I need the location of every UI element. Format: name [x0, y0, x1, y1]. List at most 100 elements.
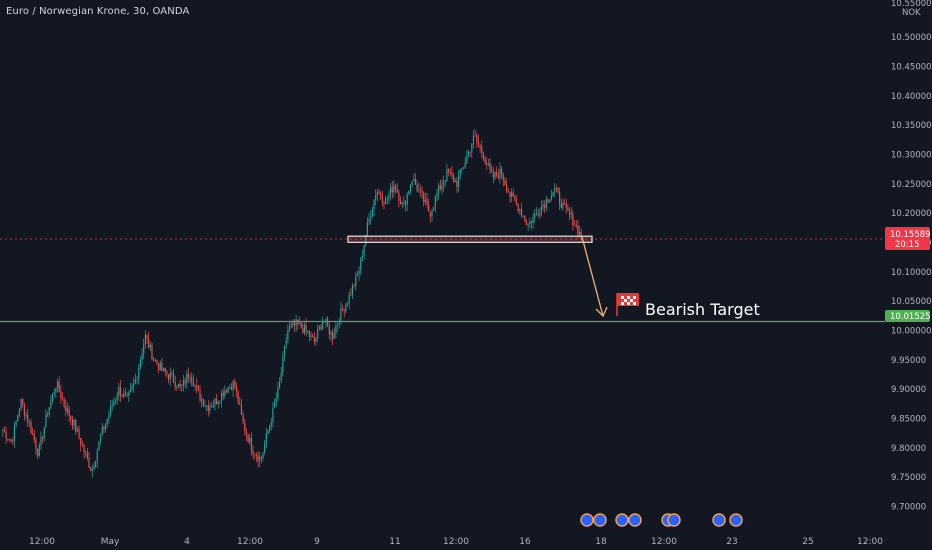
candle-down	[525, 221, 528, 226]
economic-event-icon[interactable]	[593, 513, 607, 527]
candle-down	[537, 213, 539, 216]
candle-up	[45, 414, 47, 428]
candle-up	[532, 216, 534, 224]
time-tick-label: 25	[802, 537, 813, 547]
economic-events-row[interactable]	[580, 513, 743, 527]
candle-up	[204, 405, 206, 407]
candle-down	[501, 168, 503, 176]
candle-up	[272, 407, 274, 423]
candle-up	[310, 335, 312, 337]
candle-up	[373, 199, 375, 210]
candle-up	[104, 423, 107, 430]
candle-up	[464, 162, 466, 168]
candle-up	[433, 207, 435, 211]
candle-down	[323, 321, 325, 323]
candle-up	[552, 192, 554, 196]
price-axis[interactable]: 10.55000 NOK 10.50000 10.45000 10.40000 10.…	[891, 0, 932, 512]
candle-up	[436, 193, 438, 197]
price-tick-label: 9.95000	[891, 356, 926, 366]
economic-event-icon[interactable]	[580, 513, 594, 527]
economic-event-icon[interactable]	[712, 513, 726, 527]
candle-up	[411, 180, 413, 185]
projection-arrow[interactable]	[581, 236, 608, 318]
candle-up	[212, 405, 214, 407]
candle-up	[519, 209, 521, 212]
candle-up	[549, 200, 551, 203]
candle-down	[564, 202, 566, 204]
candle-up	[298, 323, 301, 325]
candle-up	[144, 334, 146, 345]
candle-down	[247, 434, 249, 442]
candle-down	[293, 322, 296, 326]
current-price-value: 10.15589	[890, 230, 931, 240]
candle-down	[514, 196, 516, 201]
candle-up	[527, 224, 529, 226]
candle-up	[98, 441, 100, 451]
candle-up	[438, 185, 440, 194]
candle-down	[196, 385, 198, 387]
target-price-value: 10.01525	[890, 312, 931, 322]
candle-down	[260, 456, 262, 459]
candle-up	[340, 308, 342, 323]
candle-down	[58, 381, 60, 392]
candle-up	[229, 386, 231, 388]
candle-up	[333, 333, 335, 339]
candle-down	[332, 332, 334, 339]
candle-down	[161, 362, 163, 371]
candle-down	[391, 186, 393, 193]
candle-up	[472, 135, 475, 145]
candle-up	[267, 431, 269, 434]
candle-down	[398, 192, 400, 201]
candle-down	[250, 437, 252, 451]
candle-up	[535, 213, 538, 215]
candle-down	[8, 439, 11, 441]
candle-up	[224, 390, 226, 397]
candle-down	[484, 159, 486, 163]
economic-event-icon[interactable]	[628, 513, 642, 527]
candle-up	[274, 403, 276, 408]
candle-up	[106, 418, 108, 424]
candle-up	[278, 381, 281, 388]
candle-down	[254, 453, 256, 455]
candle-up	[277, 387, 279, 399]
candle-down	[452, 175, 455, 183]
candle-up	[499, 168, 501, 179]
candle-down	[520, 209, 523, 217]
support-zone-rectangle[interactable]	[347, 235, 593, 243]
candle-up	[454, 181, 456, 183]
candle-up	[550, 195, 552, 201]
candle-up	[177, 383, 180, 388]
time-tick-label: 18	[595, 537, 607, 547]
time-axis[interactable]: 12:00 May 4 12:00 9 11 12:00 16 18 12:00 23 25 12:00	[29, 537, 883, 547]
candle-up	[186, 373, 188, 384]
candle-up	[315, 338, 317, 342]
candle-up	[264, 444, 266, 453]
candle-down	[567, 207, 569, 211]
instrument-header: Euro / Norwegian Krone, 30, OANDA	[6, 6, 190, 17]
candle-up	[2, 430, 4, 432]
candle-down	[199, 390, 201, 401]
candle-down	[530, 221, 533, 224]
price-tick-label: 10.50000	[891, 33, 932, 43]
economic-event-icon[interactable]	[615, 513, 629, 527]
candle-up	[269, 425, 271, 432]
price-tick-label: 9.85000	[891, 414, 926, 424]
time-tick-label: 12:00	[651, 537, 677, 547]
economic-event-icon[interactable]	[667, 513, 681, 527]
candle-up	[95, 460, 97, 467]
candle-up	[15, 420, 17, 426]
candle-up	[169, 373, 171, 380]
candle-down	[68, 408, 70, 417]
candle-up	[345, 304, 347, 312]
candle-down	[88, 457, 90, 468]
candle-up	[232, 381, 234, 391]
candle-up	[443, 182, 445, 185]
candle-down	[37, 448, 39, 456]
candle-up	[13, 425, 16, 442]
candle-down	[512, 192, 514, 197]
candle-up	[91, 469, 93, 472]
economic-event-icon[interactable]	[729, 513, 743, 527]
candle-down	[119, 386, 122, 396]
time-tick-label: 12:00	[443, 537, 469, 547]
